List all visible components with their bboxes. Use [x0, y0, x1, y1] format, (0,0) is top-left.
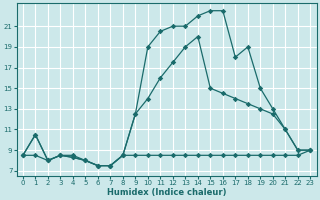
- X-axis label: Humidex (Indice chaleur): Humidex (Indice chaleur): [107, 188, 226, 197]
